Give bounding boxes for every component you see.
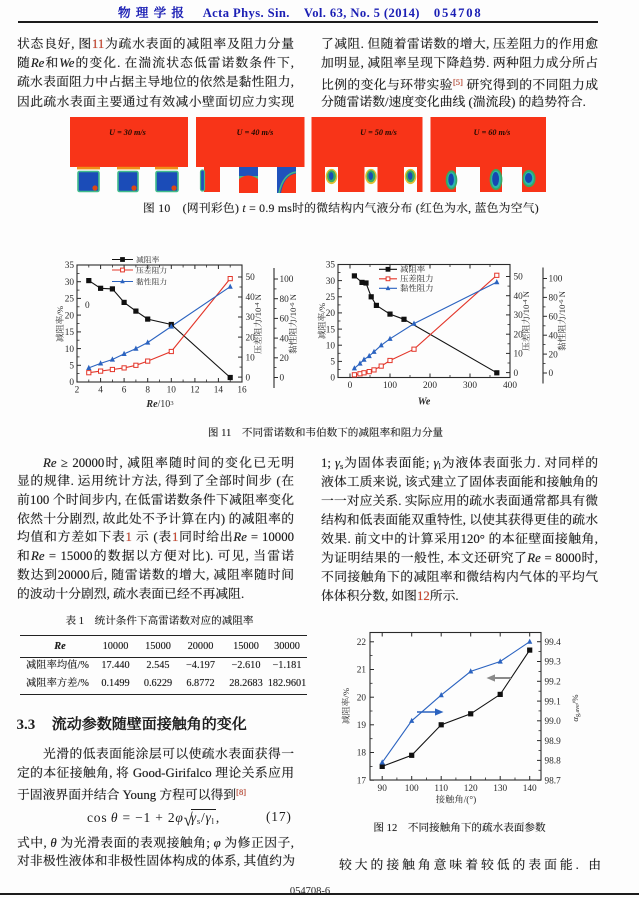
svg-text:40: 40 xyxy=(280,334,290,344)
svg-text:10: 10 xyxy=(167,386,177,396)
svg-text:40: 40 xyxy=(514,292,524,302)
svg-text:U = 50 m/s: U = 50 m/s xyxy=(360,128,397,137)
svg-text:98.7: 98.7 xyxy=(545,776,562,786)
svg-text:接触角/(°): 接触角/(°) xyxy=(436,792,476,806)
svg-text:0: 0 xyxy=(330,374,335,384)
svg-text:减阻率/%: 减阻率/% xyxy=(339,687,352,724)
svg-text:U = 40 m/s: U = 40 m/s xyxy=(237,128,274,137)
svg-text:100: 100 xyxy=(405,784,419,794)
svg-text:14: 14 xyxy=(214,386,224,396)
svg-text:99.3: 99.3 xyxy=(545,658,562,668)
svg-text:50: 50 xyxy=(514,273,524,283)
svg-text:19: 19 xyxy=(357,721,367,731)
svg-text:90: 90 xyxy=(378,784,388,794)
svg-text:0: 0 xyxy=(280,374,285,384)
svg-text:20: 20 xyxy=(326,309,336,319)
svg-text:99.0: 99.0 xyxy=(545,717,562,727)
svg-text:40: 40 xyxy=(246,293,256,303)
svg-text:25: 25 xyxy=(326,293,336,303)
svg-text:35: 35 xyxy=(326,261,336,271)
svg-text:25: 25 xyxy=(65,295,75,305)
svg-text:60: 60 xyxy=(549,313,559,323)
svg-text:98.9: 98.9 xyxy=(545,737,562,747)
svg-text:120: 120 xyxy=(464,784,478,794)
svg-text:200: 200 xyxy=(423,381,437,391)
svg-text:100: 100 xyxy=(280,275,294,285)
svg-text:0: 0 xyxy=(69,378,74,388)
svg-text:20: 20 xyxy=(357,693,367,703)
svg-text:压差阻力/10-4 N: 压差阻力/10-4 N xyxy=(251,293,264,354)
svg-text:100: 100 xyxy=(383,381,397,391)
svg-text:20: 20 xyxy=(549,350,559,360)
svg-text:20: 20 xyxy=(280,354,290,364)
svg-text:减阻率/%: 减阻率/% xyxy=(53,305,66,342)
svg-text:减阻率: 减阻率 xyxy=(136,254,160,265)
svg-text:10: 10 xyxy=(65,345,75,355)
svg-text:压差阻力/10-4 N: 压差阻力/10-4 N xyxy=(519,290,532,351)
svg-text:21: 21 xyxy=(357,666,367,676)
svg-text:10: 10 xyxy=(514,350,524,360)
svg-text:αg,ave/%: αg,ave/% xyxy=(570,694,581,722)
svg-text:100: 100 xyxy=(549,275,563,285)
svg-text:80: 80 xyxy=(549,294,559,304)
svg-text:黏性阻力/10-6 N: 黏性阻力/10-6 N xyxy=(286,293,299,354)
svg-text:140: 140 xyxy=(523,784,537,794)
svg-text:20: 20 xyxy=(514,330,524,340)
svg-text:20: 20 xyxy=(246,333,256,343)
svg-text:16: 16 xyxy=(237,386,247,396)
svg-text:10: 10 xyxy=(246,353,256,363)
svg-text:110: 110 xyxy=(434,784,448,794)
svg-text:0: 0 xyxy=(549,369,554,379)
svg-text:30: 30 xyxy=(246,313,256,323)
svg-text:12: 12 xyxy=(190,386,200,396)
svg-text:U = 60 m/s: U = 60 m/s xyxy=(474,128,511,137)
svg-text:0: 0 xyxy=(514,369,519,379)
svg-text:15: 15 xyxy=(326,325,336,335)
svg-text:30: 30 xyxy=(514,311,524,321)
svg-text:18: 18 xyxy=(357,749,367,759)
svg-text:40: 40 xyxy=(549,331,559,341)
svg-text:15: 15 xyxy=(65,328,75,338)
svg-text:5: 5 xyxy=(69,362,74,372)
svg-text:黏性阻力: 黏性阻力 xyxy=(400,282,434,294)
svg-text:30: 30 xyxy=(326,277,336,287)
svg-text:130: 130 xyxy=(493,784,507,794)
svg-text:60: 60 xyxy=(280,315,290,325)
svg-text:5: 5 xyxy=(330,358,335,368)
svg-text:黏性阻力/10-6 N: 黏性阻力/10-6 N xyxy=(555,290,568,351)
svg-text:17: 17 xyxy=(357,776,367,786)
svg-text:20: 20 xyxy=(65,311,75,321)
svg-text:22: 22 xyxy=(357,638,367,648)
svg-text:400: 400 xyxy=(503,381,517,391)
svg-text:0: 0 xyxy=(348,381,353,391)
svg-text:50: 50 xyxy=(246,273,256,283)
svg-text:压差阻力: 压差阻力 xyxy=(136,265,167,276)
svg-text:30: 30 xyxy=(65,278,75,288)
svg-text:减阻率/%: 减阻率/% xyxy=(315,302,328,339)
svg-text:10: 10 xyxy=(326,341,336,351)
svg-text:压差阻力: 压差阻力 xyxy=(400,273,434,285)
svg-text:300: 300 xyxy=(463,381,477,391)
svg-text:黏性阻力: 黏性阻力 xyxy=(136,276,167,287)
svg-text:减阻率: 减阻率 xyxy=(400,263,426,275)
svg-text:We: We xyxy=(418,397,431,408)
svg-text:2: 2 xyxy=(75,386,80,396)
svg-text:6: 6 xyxy=(122,386,127,396)
svg-text:0: 0 xyxy=(85,301,90,311)
svg-text:4: 4 xyxy=(98,386,103,396)
svg-text:99.4: 99.4 xyxy=(545,638,562,648)
svg-text:80: 80 xyxy=(280,295,290,305)
svg-text:99.1: 99.1 xyxy=(545,697,562,707)
svg-text:8: 8 xyxy=(145,386,150,396)
svg-text:0: 0 xyxy=(246,373,251,383)
svg-text:Re/103: Re/103 xyxy=(145,399,173,410)
svg-text:35: 35 xyxy=(65,261,75,271)
svg-text:98.8: 98.8 xyxy=(545,757,562,767)
svg-text:U = 30 m/s: U = 30 m/s xyxy=(109,128,146,137)
svg-text:99.2: 99.2 xyxy=(545,678,562,688)
